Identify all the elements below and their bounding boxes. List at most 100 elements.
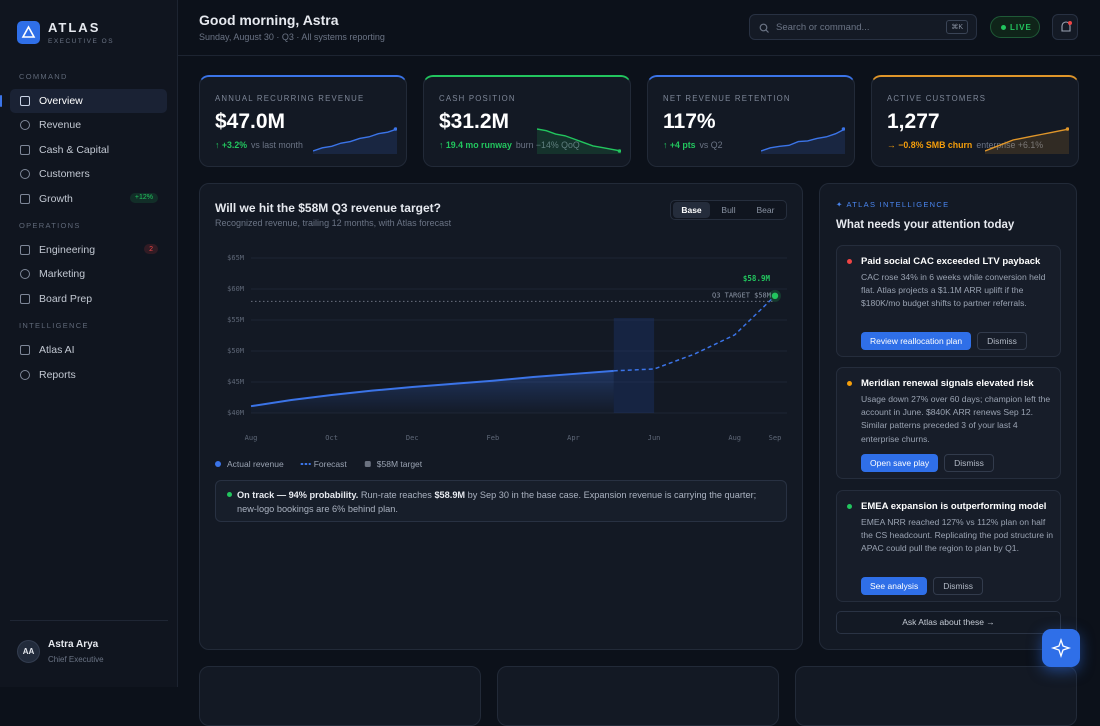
kpi-delta-value: ↑ +3.2% (215, 140, 248, 150)
actual-area (251, 370, 614, 413)
severity-dot (847, 504, 852, 509)
search[interactable]: Search or command... ⌘K (749, 14, 977, 40)
sparkline-line (313, 128, 397, 152)
sparkline-area (313, 129, 397, 154)
tagline: EXECUTIVE OS (48, 38, 115, 45)
sparkle-icon (1050, 637, 1072, 659)
nav-icon (20, 144, 30, 155)
nav-label: Customers (39, 168, 90, 181)
insight-body: Usage down 27% over 60 days; champion le… (861, 394, 1051, 444)
nav-item[interactable]: Revenue (10, 113, 167, 137)
kpi-card: ANNUAL RECURRING REVENUE $47.0M ↑ +3.2% vs … (199, 75, 407, 167)
primary-action[interactable]: Review reallocation plan (861, 332, 972, 350)
sparkline-line (985, 128, 1069, 152)
scenario-tab[interactable]: Bear (756, 205, 775, 215)
nav-item[interactable]: Board Prep (10, 287, 167, 311)
brand: ATLAS (48, 20, 101, 35)
kpi-delta: ↑ 19.4 mo runway burn −14% QoQ (439, 140, 580, 150)
sparkline (761, 127, 845, 154)
insight-card: EMEA expansion is outperforming model EME… (836, 490, 1061, 602)
end-label: $58.9M (743, 274, 771, 283)
kpi-delta: ↑ +3.2% vs last month (215, 140, 303, 150)
y-tick-label: $65M (227, 254, 244, 262)
x-tick-label: Oct (325, 434, 338, 442)
nav-label: Overview (39, 95, 83, 107)
scenario-tab[interactable]: Base (673, 202, 710, 218)
callout-text2: by Sep 30 in the base case. Expansion re… (237, 490, 757, 514)
legend-label: Forecast (314, 459, 348, 469)
x-tick-label: Sep (769, 434, 782, 442)
sparkline-end (841, 127, 845, 131)
x-tick-label: Aug (245, 434, 258, 442)
target-label: Q3 TARGET $58M (712, 291, 771, 299)
kpi-note: vs Q2 (699, 140, 723, 150)
insight-body: CAC rose 34% in 6 weeks while conversion… (861, 272, 1046, 309)
y-tick-label: $55M (227, 316, 244, 324)
kpi-label: ANNUAL RECURRING REVENUE (215, 94, 365, 103)
insight-title: EMEA expansion is outperforming model (861, 501, 1047, 512)
live-pill[interactable]: LIVE (990, 16, 1040, 38)
live-text: LIVE (1010, 23, 1032, 32)
kpi-value: $31.2M (439, 110, 510, 133)
notifications[interactable] (1052, 14, 1078, 40)
sparkline-line (761, 128, 845, 152)
y-tick-label: $60M (227, 285, 244, 293)
primary-action[interactable]: Open save play (861, 454, 939, 472)
nav-icon (20, 245, 30, 255)
nav-item[interactable]: Cash & Capital (10, 138, 167, 162)
nav-badge: 2 (144, 244, 158, 254)
sparkline-area (985, 129, 1069, 154)
nav-item[interactable]: Reports (10, 363, 167, 387)
nav-item[interactable]: Atlas AI (10, 338, 167, 362)
user-name: Astra Arya (48, 639, 99, 650)
kpi-card: ACTIVE CUSTOMERS 1,277 → −0.8% SMB churn en… (871, 75, 1079, 167)
chart-subtitle: Recognized revenue, trailing 12 months, … (215, 218, 452, 228)
ask-button[interactable]: Ask Atlas about these → (836, 611, 1061, 634)
nav-label: Atlas AI (39, 344, 75, 357)
callout-dot (227, 492, 232, 497)
sparkline (537, 128, 621, 154)
insight-body: EMEA NRR reached 127% vs 112% plan on ha… (861, 517, 1054, 554)
scenario-tabs: Base Bull Bear (670, 200, 787, 220)
x-tick-label: Aug (728, 434, 741, 442)
legend-swatch (364, 461, 371, 467)
dismiss-action[interactable]: Dismiss (944, 454, 994, 472)
nav-item[interactable]: Growth +12% (10, 187, 167, 211)
kpi-value: $47.0M (215, 110, 286, 133)
chart: $40M $45M $50M $55M $60M $65M Aug Oct Dec Feb Apr J… (215, 254, 787, 469)
dismiss-action[interactable]: Dismiss (933, 577, 983, 595)
avatar[interactable]: AA (17, 640, 40, 663)
nav-label: Marketing (39, 268, 86, 281)
nav-item[interactable]: Customers (10, 162, 167, 186)
scenario-tab[interactable]: Bull (721, 205, 736, 215)
dismiss-action[interactable]: Dismiss (977, 332, 1027, 350)
assistant-button[interactable] (1042, 629, 1080, 667)
logo[interactable] (17, 21, 40, 44)
nav-icon (20, 269, 30, 280)
kpi-note: vs last month (251, 140, 303, 150)
nav-label: Revenue (39, 119, 82, 132)
nav-item[interactable]: Marketing (10, 262, 167, 286)
insight-actions: See analysis Dismiss (861, 576, 989, 595)
kpi-card: CASH POSITION $31.2M ↑ 19.4 mo runway burn … (423, 75, 631, 167)
primary-action[interactable]: See analysis (861, 577, 928, 595)
live-dot (1001, 25, 1006, 30)
header-subtitle: Sunday, August 30 · Q3 · All systems rep… (199, 32, 385, 42)
callout-lead: On track — 94% probability. (237, 490, 359, 500)
insight-title: Paid social CAC exceeded LTV payback (861, 256, 1041, 267)
kpi-card: NET REVENUE RETENTION 117% ↑ +4 pts vs Q2 (647, 75, 855, 167)
y-tick-label: $50M (227, 347, 244, 355)
sparkline-line (537, 128, 621, 152)
y-tick-label: $40M (227, 409, 244, 417)
nav-item[interactable]: Engineering 2 (10, 238, 167, 262)
kpi-delta-value: ↑ 19.4 mo runway (439, 140, 512, 150)
kpi-value: 1,277 (887, 110, 940, 133)
bottom-card (795, 666, 1077, 726)
nav-item[interactable]: Overview (0, 89, 167, 113)
sparkline-end (1065, 127, 1069, 131)
nav-icon (20, 120, 30, 131)
callout: On track — 94% probability. Run-rate rea… (215, 480, 787, 522)
nav-icon (20, 193, 30, 204)
insight-card: Meridian renewal signals elevated risk Us… (836, 367, 1061, 479)
